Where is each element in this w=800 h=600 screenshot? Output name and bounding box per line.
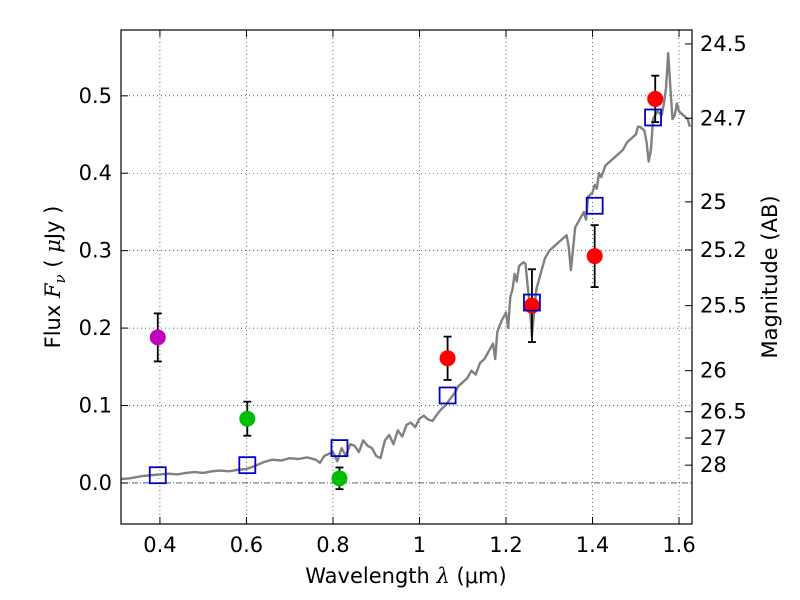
y-tick-label: 0.3 xyxy=(79,239,112,263)
model-photometry-square xyxy=(438,386,457,405)
x-axis-title: Wavelength λ (μm) xyxy=(305,564,506,588)
grid-lines xyxy=(121,30,692,524)
y2-tick-label: 26 xyxy=(700,359,727,383)
plot-frame xyxy=(120,29,693,525)
y2-tick-label: 24.5 xyxy=(700,32,747,56)
y-tick-label: 0.5 xyxy=(79,84,112,108)
model-photometry-square xyxy=(330,439,349,458)
model-spectrum-layer xyxy=(120,52,691,481)
y2-tick-label: 25 xyxy=(700,190,727,214)
model-photometry-square xyxy=(585,196,604,215)
data-point-nir-filters xyxy=(439,350,456,367)
data-point-optical-filters xyxy=(239,410,256,427)
plot-border xyxy=(120,29,693,525)
y-tick-label: 0.1 xyxy=(79,394,112,418)
ticks-layer: 0.4 0.6 0.8 1 1.2 1.4 1.6 0.0 0.1 0.2 0.3 0.4 0.5 24.… xyxy=(79,30,747,557)
data-point-optical-filters xyxy=(331,470,348,487)
y2-tick-label: 27 xyxy=(700,426,727,450)
y2-tick-label: 25.2 xyxy=(700,238,747,262)
x-tick-label: 1.6 xyxy=(662,533,695,557)
data-point-nir-filters xyxy=(523,297,540,314)
y2-tick-label: 24.7 xyxy=(700,106,747,130)
data-point-nir-filters xyxy=(647,90,664,107)
data-point-blue-filter xyxy=(149,329,166,346)
y-tick-label: 0.2 xyxy=(79,316,112,340)
model-photometry-square xyxy=(523,293,541,312)
model-photometry-square xyxy=(148,466,167,485)
model-photometry-square xyxy=(238,456,257,475)
y2-tick-label: 26.5 xyxy=(700,400,747,424)
model-photometry-square xyxy=(644,108,662,127)
y-tick-label: 0.4 xyxy=(79,161,112,185)
y2-axis-title: Magnitude (AB) xyxy=(758,195,782,358)
x-tick-label: 0.4 xyxy=(143,533,176,557)
x-tick-label: 1.2 xyxy=(489,533,522,557)
markers-layer xyxy=(148,90,664,487)
x-tick-label: 0.6 xyxy=(230,533,263,557)
y-axis-title: Flux Fν ( μJy ) xyxy=(41,206,69,349)
y2-tick-label: 25.5 xyxy=(700,294,747,318)
model-spectrum-line xyxy=(120,52,691,481)
data-point-nir-filters xyxy=(586,248,603,265)
x-tick-label: 0.8 xyxy=(316,533,349,557)
y2-tick-label: 28 xyxy=(700,453,727,477)
y-tick-label: 0.0 xyxy=(79,471,112,495)
x-tick-label: 1.4 xyxy=(576,533,609,557)
x-tick-label: 1 xyxy=(413,533,426,557)
